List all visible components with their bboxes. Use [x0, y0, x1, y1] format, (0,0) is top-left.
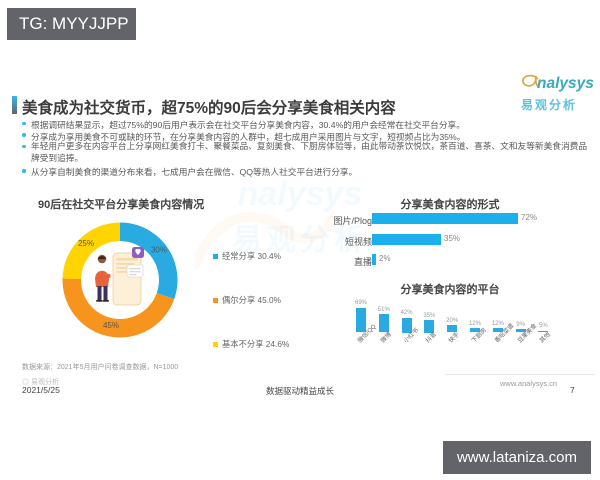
svg-text:nalysys: nalysys: [537, 75, 594, 92]
svg-text:45%: 45%: [103, 321, 119, 330]
